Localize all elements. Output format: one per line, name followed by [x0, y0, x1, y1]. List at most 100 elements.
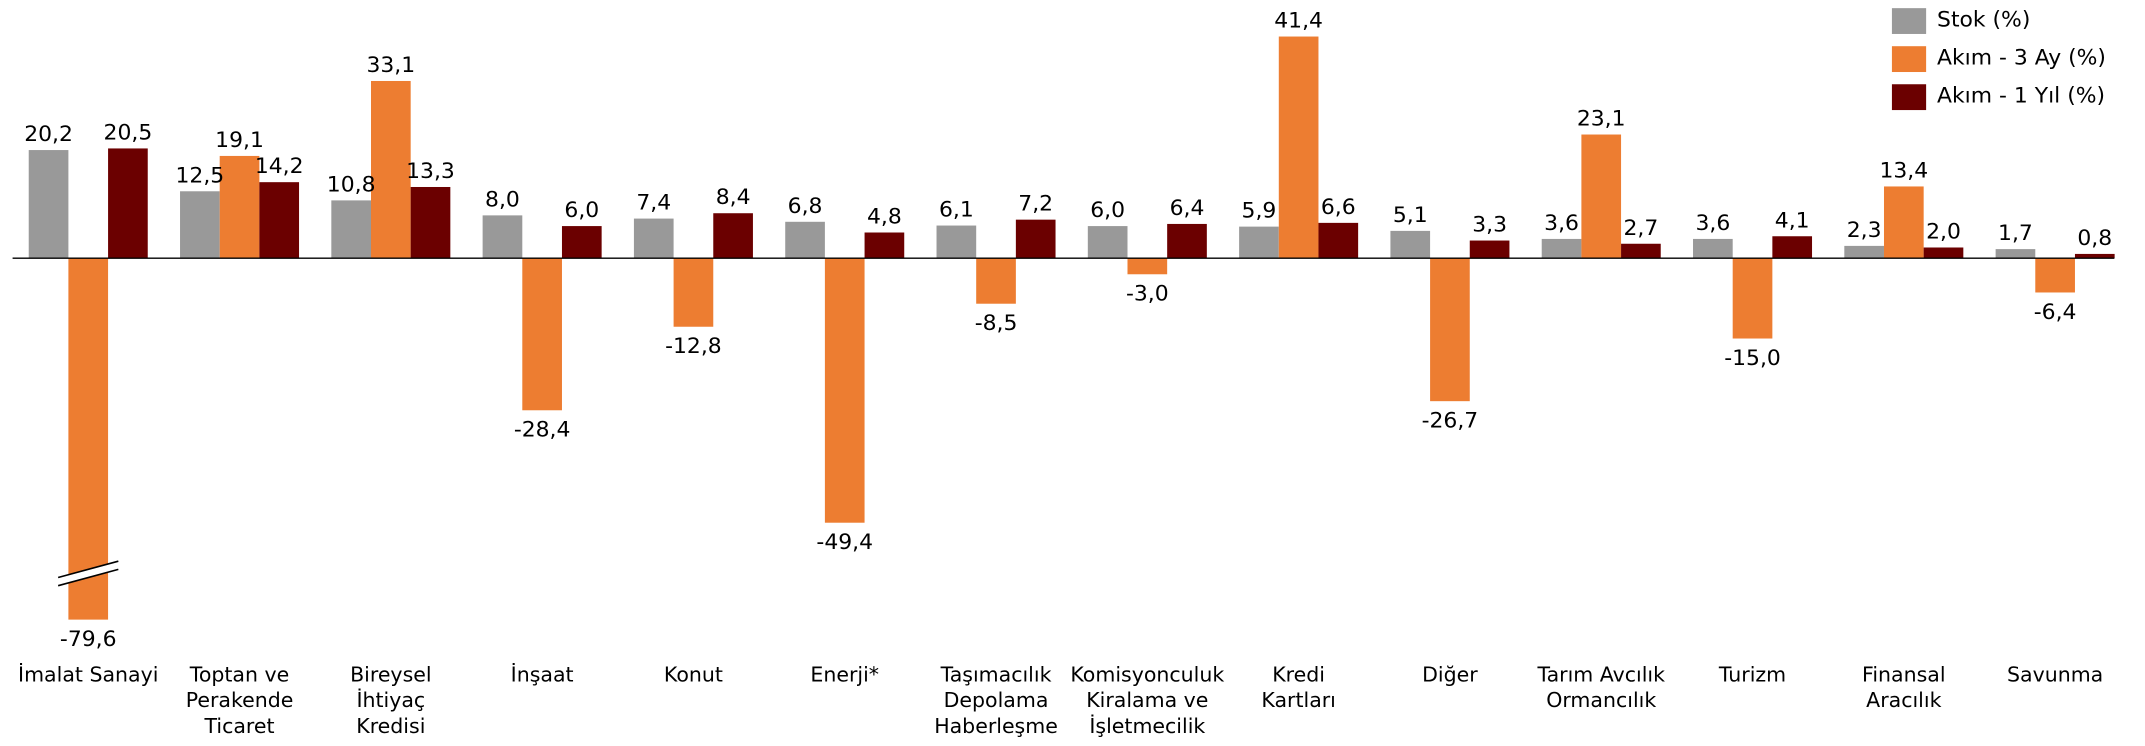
value-label: -8,5 [975, 311, 1018, 336]
x-tick-label: İhtiyaç [356, 687, 425, 712]
bar [68, 258, 109, 620]
bar [1127, 258, 1168, 275]
x-tick-label: Bireysel [350, 662, 432, 686]
value-label: 14,2 [255, 154, 304, 179]
value-label: 19,1 [215, 128, 264, 153]
x-tick-label: Konut [664, 662, 723, 686]
value-label: 6,1 [939, 198, 974, 223]
x-tick-label: Perakende [186, 688, 294, 712]
value-label: 8,0 [485, 187, 520, 212]
bar [1923, 247, 1964, 259]
legend-label: Akım - 3 Ay (%) [1937, 45, 2106, 70]
bar [1167, 223, 1207, 259]
bar [259, 182, 300, 259]
bar [864, 232, 905, 259]
x-tick-label: Kartları [1261, 688, 1336, 712]
legend-swatch [1891, 8, 1927, 34]
value-label: 33,1 [366, 53, 415, 78]
bar [1541, 238, 1582, 259]
bar [633, 218, 674, 259]
x-tick-label: Turizm [1718, 662, 1786, 686]
x-tick-label: Haberleşme [934, 714, 1058, 738]
value-label: -26,7 [1422, 409, 1479, 434]
bar [1883, 186, 1924, 259]
x-tick-label: Kredisi [356, 714, 425, 738]
value-label: -3,0 [1126, 282, 1169, 307]
x-tick-label: Finansal [1862, 662, 1946, 686]
value-label: 20,5 [104, 121, 153, 146]
bar [410, 186, 451, 259]
value-label: 6,4 [1170, 196, 1205, 221]
bar [331, 200, 371, 259]
bar [1844, 245, 1884, 259]
bar [1995, 249, 2036, 259]
value-label: 7,4 [636, 191, 671, 216]
value-label: 23,1 [1577, 107, 1626, 132]
x-tick-label: İnşaat [511, 661, 574, 686]
value-label: 3,6 [1695, 211, 1730, 236]
value-label: 10,8 [327, 172, 376, 197]
x-tick-label: İmalat Sanayi [18, 661, 158, 686]
value-label: -15,0 [1724, 346, 1781, 371]
bar [370, 80, 411, 259]
bar [1239, 226, 1279, 259]
bar [936, 225, 977, 259]
value-label: 6,6 [1321, 195, 1356, 220]
bar [1318, 222, 1359, 259]
bar [1469, 240, 1510, 259]
value-label: 6,0 [1090, 198, 1125, 223]
value-label: 2,3 [1847, 218, 1882, 243]
value-label: 5,9 [1242, 199, 1277, 224]
bar [219, 155, 260, 259]
value-label: 0,8 [2077, 226, 2112, 251]
bar [28, 150, 69, 259]
value-label: -6,4 [2034, 300, 2077, 325]
bar [108, 148, 148, 259]
value-label: 20,2 [24, 122, 73, 147]
value-label: -79,6 [60, 627, 117, 652]
x-tick-label: Kiralama ve [1086, 688, 1208, 712]
value-label: 13,3 [406, 159, 455, 184]
bar [1732, 258, 1773, 339]
value-label: 2,0 [1926, 220, 1961, 245]
value-label: 4,1 [1775, 208, 1810, 233]
bar [976, 258, 1016, 304]
bar [785, 221, 825, 259]
value-label: -49,4 [816, 530, 873, 555]
x-tick-label: Kredi [1272, 662, 1325, 686]
value-label: 6,8 [788, 194, 823, 219]
legend-swatch [1891, 84, 1927, 111]
bar [180, 191, 220, 259]
legend-label: Stok (%) [1937, 7, 2030, 32]
value-label: 4,8 [867, 205, 902, 230]
bar [1772, 236, 1813, 259]
x-tick-label: Diğer [1422, 662, 1478, 686]
bar [1621, 243, 1661, 259]
x-tick-label: Aracılık [1866, 688, 1941, 712]
value-label: -28,4 [514, 418, 571, 443]
x-tick-label: Depolama [944, 688, 1049, 712]
x-tick-label: Ormancılık [1546, 688, 1656, 712]
value-label: 6,0 [564, 198, 599, 223]
bar [1693, 238, 1733, 259]
bar [1581, 134, 1622, 259]
bar [2035, 258, 2075, 293]
bar [482, 215, 523, 259]
bar [1430, 258, 1470, 402]
legend-swatch [1891, 46, 1927, 73]
bar [1390, 230, 1431, 259]
bar [824, 258, 865, 523]
bar [522, 258, 562, 411]
bar [2074, 253, 2115, 259]
x-tick-label: Komisyonculuk [1070, 662, 1224, 686]
value-label: 7,2 [1018, 192, 1053, 217]
legend-label: Akım - 1 Yıl (%) [1937, 84, 2105, 109]
value-label: 2,7 [1624, 216, 1659, 241]
x-tick-label: İşletmecilik [1089, 713, 1205, 738]
value-label: -12,8 [665, 334, 722, 359]
bar [1087, 226, 1128, 259]
axis-break [57, 568, 119, 587]
axis-break [58, 561, 119, 586]
value-label: 5,1 [1393, 203, 1428, 228]
